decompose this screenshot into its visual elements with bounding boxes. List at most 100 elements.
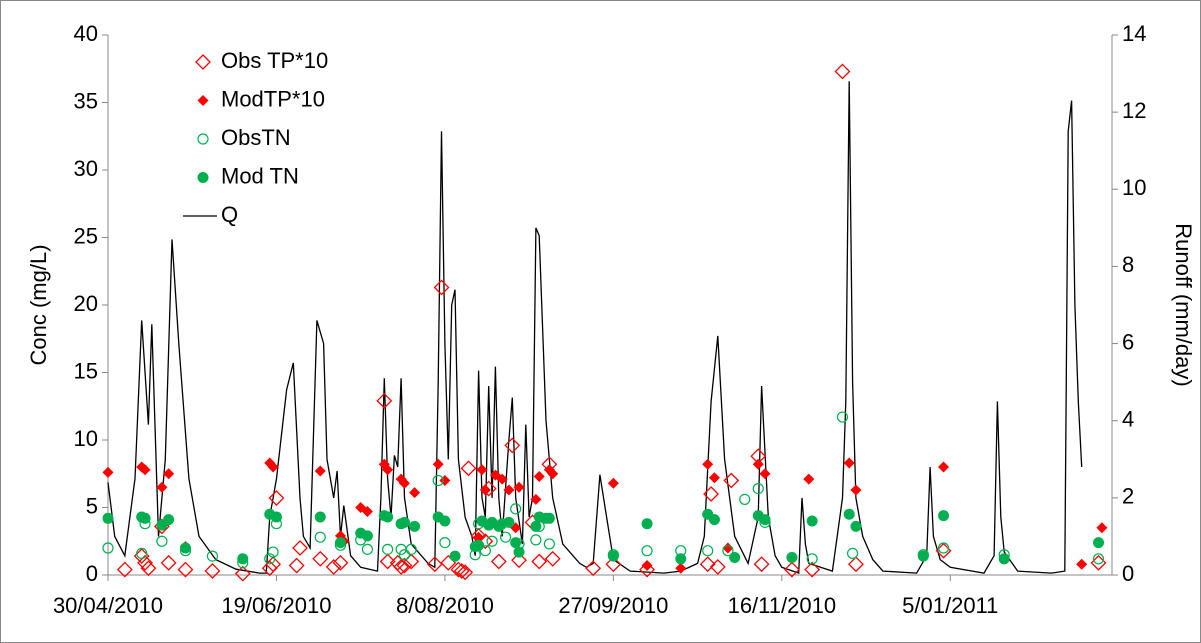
point	[543, 512, 555, 524]
point	[473, 539, 485, 551]
point	[398, 477, 410, 489]
point	[639, 561, 655, 578]
y-axis-label: Conc (mg/L)	[26, 244, 51, 365]
legend-label: ModTP*10	[221, 86, 325, 111]
point	[457, 564, 474, 581]
point	[325, 558, 342, 575]
point	[786, 551, 798, 563]
point	[460, 460, 477, 477]
point	[531, 553, 548, 570]
point	[314, 511, 326, 523]
point	[102, 512, 114, 524]
point	[314, 465, 326, 477]
y-tick-label: 20	[74, 291, 98, 316]
point	[382, 511, 394, 523]
point	[361, 506, 373, 518]
point	[641, 545, 653, 557]
point	[314, 531, 326, 543]
legend-label: Obs TP*10	[221, 48, 328, 73]
point	[1076, 558, 1088, 570]
point	[102, 466, 114, 478]
point	[752, 458, 764, 470]
point	[432, 458, 444, 470]
y2-tick-label: 0	[1122, 561, 1134, 586]
point	[739, 493, 751, 505]
point	[361, 530, 373, 542]
x-tick-label: 27/09/2010	[558, 593, 668, 618]
point	[486, 535, 498, 547]
point	[503, 516, 515, 528]
y2-tick-label: 10	[1122, 175, 1146, 200]
point	[803, 473, 815, 485]
point	[846, 547, 859, 560]
point	[605, 556, 622, 573]
point	[439, 515, 451, 527]
point	[439, 536, 451, 549]
point	[917, 550, 929, 562]
point	[334, 537, 346, 549]
point	[479, 545, 491, 557]
point	[405, 543, 417, 555]
runoff-line	[107, 81, 1083, 574]
point	[530, 493, 542, 505]
point	[641, 518, 653, 530]
point	[376, 392, 393, 409]
point	[379, 553, 396, 570]
point	[530, 534, 542, 546]
legend-label: ObsTN	[221, 125, 291, 150]
legend-marker	[197, 95, 209, 106]
point	[156, 535, 168, 547]
y-tick-label: 5	[86, 493, 98, 518]
point	[699, 556, 716, 573]
y-tick-label: 40	[74, 21, 98, 46]
point	[850, 520, 862, 532]
point	[1092, 553, 1105, 565]
point	[937, 542, 950, 554]
point	[496, 473, 508, 485]
legend-label: Mod TN	[221, 163, 299, 188]
point	[264, 553, 276, 565]
point	[490, 553, 507, 570]
point	[449, 550, 461, 562]
point	[759, 468, 771, 480]
point	[179, 542, 191, 554]
point	[641, 560, 653, 572]
point	[102, 542, 114, 554]
legend-marker	[195, 54, 211, 70]
point	[479, 484, 491, 496]
point	[312, 550, 329, 567]
point	[729, 551, 741, 563]
point	[510, 503, 522, 515]
point	[432, 474, 444, 487]
point	[836, 411, 849, 423]
point	[136, 547, 148, 560]
point	[361, 543, 374, 555]
x-tick-label: 19/06/2010	[221, 593, 331, 618]
x-tick-label: 30/04/2010	[53, 593, 163, 618]
y-tick-label: 15	[74, 358, 98, 383]
point	[426, 556, 443, 573]
point	[288, 557, 305, 574]
point	[709, 558, 726, 575]
point	[382, 464, 394, 476]
point	[513, 481, 525, 493]
point	[398, 516, 410, 528]
y2-tick-label: 14	[1122, 21, 1146, 46]
point	[543, 538, 555, 550]
y2-tick-label: 6	[1122, 329, 1134, 354]
point	[237, 553, 249, 565]
point	[547, 468, 559, 480]
y2-tick-label: 2	[1122, 484, 1134, 509]
legend-marker	[197, 133, 209, 145]
point	[834, 63, 851, 80]
point	[396, 557, 413, 574]
point	[156, 481, 168, 493]
point	[702, 458, 714, 470]
point	[206, 550, 219, 562]
x-tick-label: 16/11/2010	[728, 593, 836, 618]
point	[332, 554, 349, 571]
point	[504, 437, 521, 454]
point	[938, 510, 950, 522]
